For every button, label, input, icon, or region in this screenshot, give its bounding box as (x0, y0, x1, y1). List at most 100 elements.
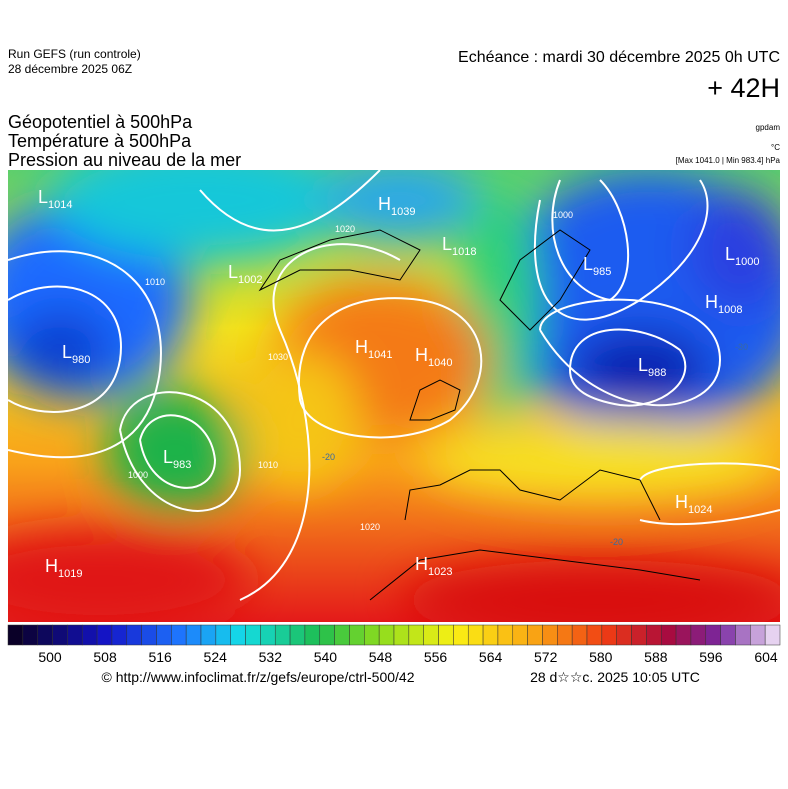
pressure-center: H1008 (705, 292, 742, 316)
colorbar-cell (660, 624, 677, 646)
colorbar-cell (245, 624, 261, 646)
center-type: H (415, 554, 428, 574)
colorbar-cell (52, 624, 68, 646)
contour-label: -20 (322, 452, 335, 462)
pressure-center: H1023 (415, 554, 452, 578)
colorbar-cell (319, 624, 335, 646)
title: Pression au niveau de la mer (8, 150, 241, 170)
center-type: H (705, 292, 718, 312)
colorbar-cell (616, 624, 632, 646)
lead-time: + 42H (707, 73, 780, 103)
center-type: H (378, 194, 391, 214)
colorbar-cell (512, 624, 528, 646)
colorbar-cell (557, 624, 573, 646)
center-type: L (163, 447, 173, 467)
colorbar-cell (586, 624, 603, 646)
contour-label: 1000 (553, 210, 573, 220)
center-value: 985 (593, 266, 611, 278)
echeance: Echéance : mardi 30 décembre 2025 0h UTC (458, 49, 780, 66)
unit: gpdam (756, 123, 781, 132)
pressure-center: H1019 (45, 556, 82, 580)
center-value: 988 (648, 367, 666, 379)
center-value: 1041 (368, 349, 392, 361)
colorbar-tick-label: 548 (369, 649, 393, 665)
center-type: H (45, 556, 58, 576)
colorbar-cell (571, 624, 588, 646)
contour-label: 1010 (258, 460, 278, 470)
colorbar-cell (141, 624, 157, 646)
center-type: H (415, 345, 428, 365)
colorbar-tick-label: 532 (259, 649, 283, 665)
colorbar-cell (720, 624, 736, 646)
contour-label: 1000 (128, 470, 148, 480)
colorbar-cell (171, 624, 187, 646)
pressure-center: H1040 (415, 345, 452, 369)
unit: °C (771, 143, 780, 152)
contour-label: 1030 (268, 352, 288, 362)
colorbar-tick-label: 572 (534, 649, 558, 665)
center-value: 1014 (48, 199, 72, 211)
colorbar-tick-label: 556 (424, 649, 448, 665)
center-value: 983 (173, 459, 191, 471)
run-label: Run GEFS (run controle) (8, 47, 141, 61)
pressure-center: L980 (62, 342, 90, 366)
colorbar-cell (705, 624, 721, 646)
colorbar-cell (185, 624, 202, 646)
title: Géopotentiel à 500hPa (8, 112, 193, 132)
pressure-center: L983 (163, 447, 191, 471)
pressure-center: H1024 (675, 492, 712, 516)
center-type: L (228, 262, 238, 282)
center-type: L (638, 355, 648, 375)
pressure-center: L1018 (442, 234, 477, 258)
center-type: L (583, 254, 593, 274)
colorbar-cell (334, 624, 350, 646)
contour-label: 1020 (360, 522, 380, 532)
pressure-center: H1039 (378, 194, 415, 218)
colorbar-cell (438, 624, 454, 646)
colorbar-cell (304, 624, 321, 646)
colorbar-cell (289, 624, 306, 646)
colorbar-cell (200, 624, 217, 646)
pressure-center: L1002 (228, 262, 263, 286)
center-type: H (355, 337, 368, 357)
colorbar-cell (631, 624, 647, 646)
colorbar-tick-label: 596 (699, 649, 723, 665)
run-date: 28 décembre 2025 06Z (8, 62, 132, 76)
center-value: 1039 (391, 206, 415, 218)
colorbar-cell (497, 624, 514, 646)
colorbar-cell (542, 624, 558, 646)
colorbar-cell (764, 624, 781, 646)
colorbar-cell (675, 624, 692, 646)
colorbar-cell (646, 624, 662, 646)
colorbar-tick-label: 500 (38, 649, 62, 665)
colorbar-cell (467, 624, 484, 646)
pressure-centers: L1014 H1039L1018L985L1000L1002H1008L980H1… (38, 187, 760, 580)
source: © http://www.infoclimat.fr/z/gefs/europe… (101, 669, 414, 685)
pressure-center: L1000 (725, 244, 760, 268)
colorbar-tick-label: 604 (754, 649, 778, 665)
center-type: L (725, 244, 735, 264)
center-value: 1008 (718, 304, 742, 316)
center-type: L (442, 234, 452, 254)
timestamp: 28 d☆☆c. 2025 10:05 UTC (530, 669, 700, 685)
center-type: H (675, 492, 688, 512)
pressure-center: L1014 (38, 187, 73, 211)
contour-label: 1010 (145, 277, 165, 287)
colorbar-tick-label: 516 (148, 649, 172, 665)
colorbar-tick-label: 540 (314, 649, 338, 665)
center-value: 1000 (735, 256, 759, 268)
colorbar-cell (111, 624, 128, 646)
colorbar-tick-label: 580 (589, 649, 613, 665)
colorbar-cell (96, 624, 113, 646)
pressure-center: L988 (638, 355, 666, 379)
colorbar-cell (482, 624, 499, 646)
center-value: 1023 (428, 566, 452, 578)
colorbar-cell (408, 624, 424, 646)
colorbar-cell (453, 624, 469, 646)
colorbar-cell (378, 624, 395, 646)
colorbar: 500 508 516 524 532 540 548 556 564 572 580 588 596 6… (7, 624, 781, 665)
center-value: 1040 (428, 357, 452, 369)
center-value: 1018 (452, 246, 476, 258)
